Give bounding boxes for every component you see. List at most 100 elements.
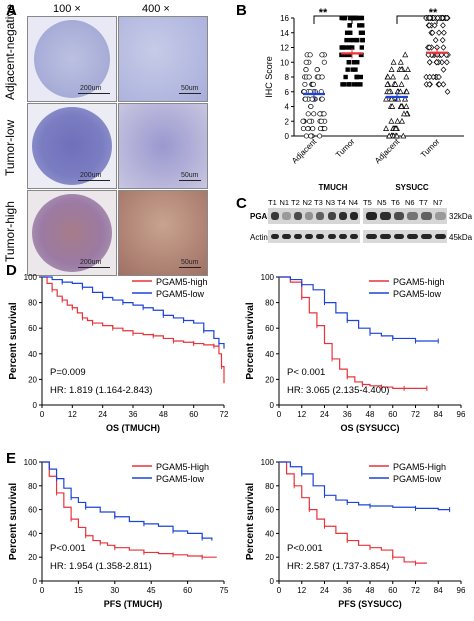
lane-label: N3 bbox=[325, 198, 336, 207]
y-tick-label: 100 bbox=[261, 273, 275, 282]
lane-label: T7 bbox=[419, 198, 428, 207]
x-tick-label: 12 bbox=[297, 586, 306, 595]
lane-label: T6 bbox=[391, 198, 400, 207]
data-point bbox=[384, 81, 391, 87]
data-point bbox=[347, 23, 352, 28]
data-point bbox=[388, 66, 395, 72]
panel-a-letter: A bbox=[6, 2, 17, 19]
km-curve-low bbox=[42, 276, 225, 349]
blot-band bbox=[316, 212, 325, 220]
x-tick-label: 24 bbox=[320, 586, 329, 595]
legend-label: PGAM5-low bbox=[393, 474, 442, 484]
y-tick-label: 14 bbox=[280, 29, 289, 38]
data-point bbox=[311, 111, 317, 117]
scale-label: 200um bbox=[80, 85, 102, 92]
scale-label: 50um bbox=[181, 259, 199, 266]
data-point bbox=[397, 58, 404, 65]
data-point bbox=[339, 45, 344, 50]
km-plot-os-tmuch: 0 20 40 60 80 100 0 12 24 36 48 60 72 Percent surviva… bbox=[8, 273, 229, 433]
tma-core-adjacent-100x: 200um bbox=[27, 16, 117, 102]
data-point bbox=[321, 111, 327, 117]
blot-band bbox=[293, 234, 302, 239]
category-label: Tumor bbox=[334, 137, 357, 160]
lane-label: T1 bbox=[268, 198, 277, 207]
legend-label: PGAM5-High bbox=[156, 462, 209, 472]
data-point bbox=[352, 82, 357, 87]
x-tick-label: 96 bbox=[457, 586, 466, 595]
lane-label: N5 bbox=[377, 198, 387, 207]
blot-label-pgam5: PGAM5 bbox=[250, 212, 279, 221]
data-point bbox=[433, 59, 440, 66]
km-plot-os-sysucc: 0 20 40 60 80 100 0 12 24 36 48 60 72 84 96 Percent sur… bbox=[245, 273, 466, 433]
data-point bbox=[393, 132, 400, 139]
data-point bbox=[359, 15, 365, 21]
data-point bbox=[440, 44, 447, 51]
data-point bbox=[431, 22, 438, 29]
scale-label: 50um bbox=[181, 85, 199, 92]
y-tick-label: 4 bbox=[285, 103, 290, 112]
lane-label: N1 bbox=[279, 198, 290, 207]
data-point bbox=[300, 126, 307, 132]
data-point bbox=[386, 132, 393, 139]
panel-e-letter: E bbox=[6, 450, 17, 467]
y-tick-label: 60 bbox=[265, 506, 274, 515]
blot-actin-left bbox=[268, 230, 360, 243]
y-tick-label: 40 bbox=[265, 529, 274, 538]
y-tick-label: 80 bbox=[28, 299, 37, 308]
x-tick-label: 36 bbox=[343, 410, 352, 419]
data-point bbox=[319, 96, 325, 102]
y-axis-label: Percent survival bbox=[245, 302, 256, 379]
x-tick-label: 0 bbox=[277, 410, 282, 419]
data-point bbox=[443, 59, 450, 66]
legend-label: PGAM5-high bbox=[393, 277, 445, 287]
kda-45: 45kDa bbox=[449, 233, 473, 242]
data-point bbox=[354, 74, 359, 80]
data-point bbox=[358, 74, 363, 80]
data-point bbox=[440, 81, 447, 88]
data-point bbox=[319, 74, 325, 80]
tissue-tumor-high-400x: 50um bbox=[118, 190, 208, 276]
y-tick-label: 0 bbox=[270, 577, 275, 586]
data-point bbox=[440, 22, 446, 29]
blot-band bbox=[327, 234, 336, 239]
km-plot-pfs-sysucc: 0 20 40 60 80 100 0 12 24 36 48 60 72 84 96 Percent sur… bbox=[245, 458, 466, 609]
hazard-ratio: HR: 2.587 (1.737-3.854) bbox=[287, 561, 389, 572]
data-point bbox=[339, 52, 344, 58]
row-label-adjacent-negative: Adjacent-negative bbox=[3, 3, 17, 100]
data-point bbox=[308, 133, 314, 139]
blot-band bbox=[393, 212, 405, 220]
blot-band bbox=[293, 212, 302, 220]
row-label-tumor-low: Tumor-low bbox=[3, 119, 17, 176]
blot-band bbox=[407, 212, 419, 220]
x-tick-label: 45 bbox=[147, 586, 156, 595]
data-point bbox=[321, 59, 327, 65]
data-point bbox=[402, 51, 409, 58]
cohort-sysucc: SYSUCC bbox=[395, 183, 429, 192]
panel-d-letter: D bbox=[6, 262, 17, 279]
hazard-ratio: HR: 1.954 (1.358-2.811) bbox=[50, 561, 152, 572]
data-point bbox=[351, 60, 357, 65]
magnification-100x: 100 × bbox=[53, 3, 81, 15]
data-point bbox=[355, 82, 360, 87]
blot-band bbox=[271, 234, 280, 239]
p-value: P< 0.001 bbox=[287, 367, 325, 378]
data-point bbox=[444, 88, 451, 95]
panel-b-letter: B bbox=[236, 2, 247, 19]
data-point bbox=[342, 82, 347, 87]
x-tick-label: 36 bbox=[343, 586, 352, 595]
km-curve-high bbox=[279, 276, 427, 389]
blot-band bbox=[271, 212, 280, 220]
data-point bbox=[303, 67, 309, 73]
y-tick-label: 0 bbox=[270, 401, 275, 410]
x-tick-label: 60 bbox=[189, 410, 198, 419]
data-point bbox=[390, 73, 397, 80]
data-point bbox=[398, 81, 405, 87]
y-tick-label: 2 bbox=[285, 117, 290, 126]
blot-band bbox=[421, 234, 432, 239]
p-value: P<0.001 bbox=[287, 543, 323, 554]
lane-label: T4 bbox=[337, 198, 346, 207]
magnification-400x: 400 × bbox=[142, 3, 170, 15]
data-point bbox=[355, 60, 360, 65]
data-point bbox=[307, 52, 313, 58]
tma-core-tumor-high-100x: 200um bbox=[27, 190, 117, 276]
